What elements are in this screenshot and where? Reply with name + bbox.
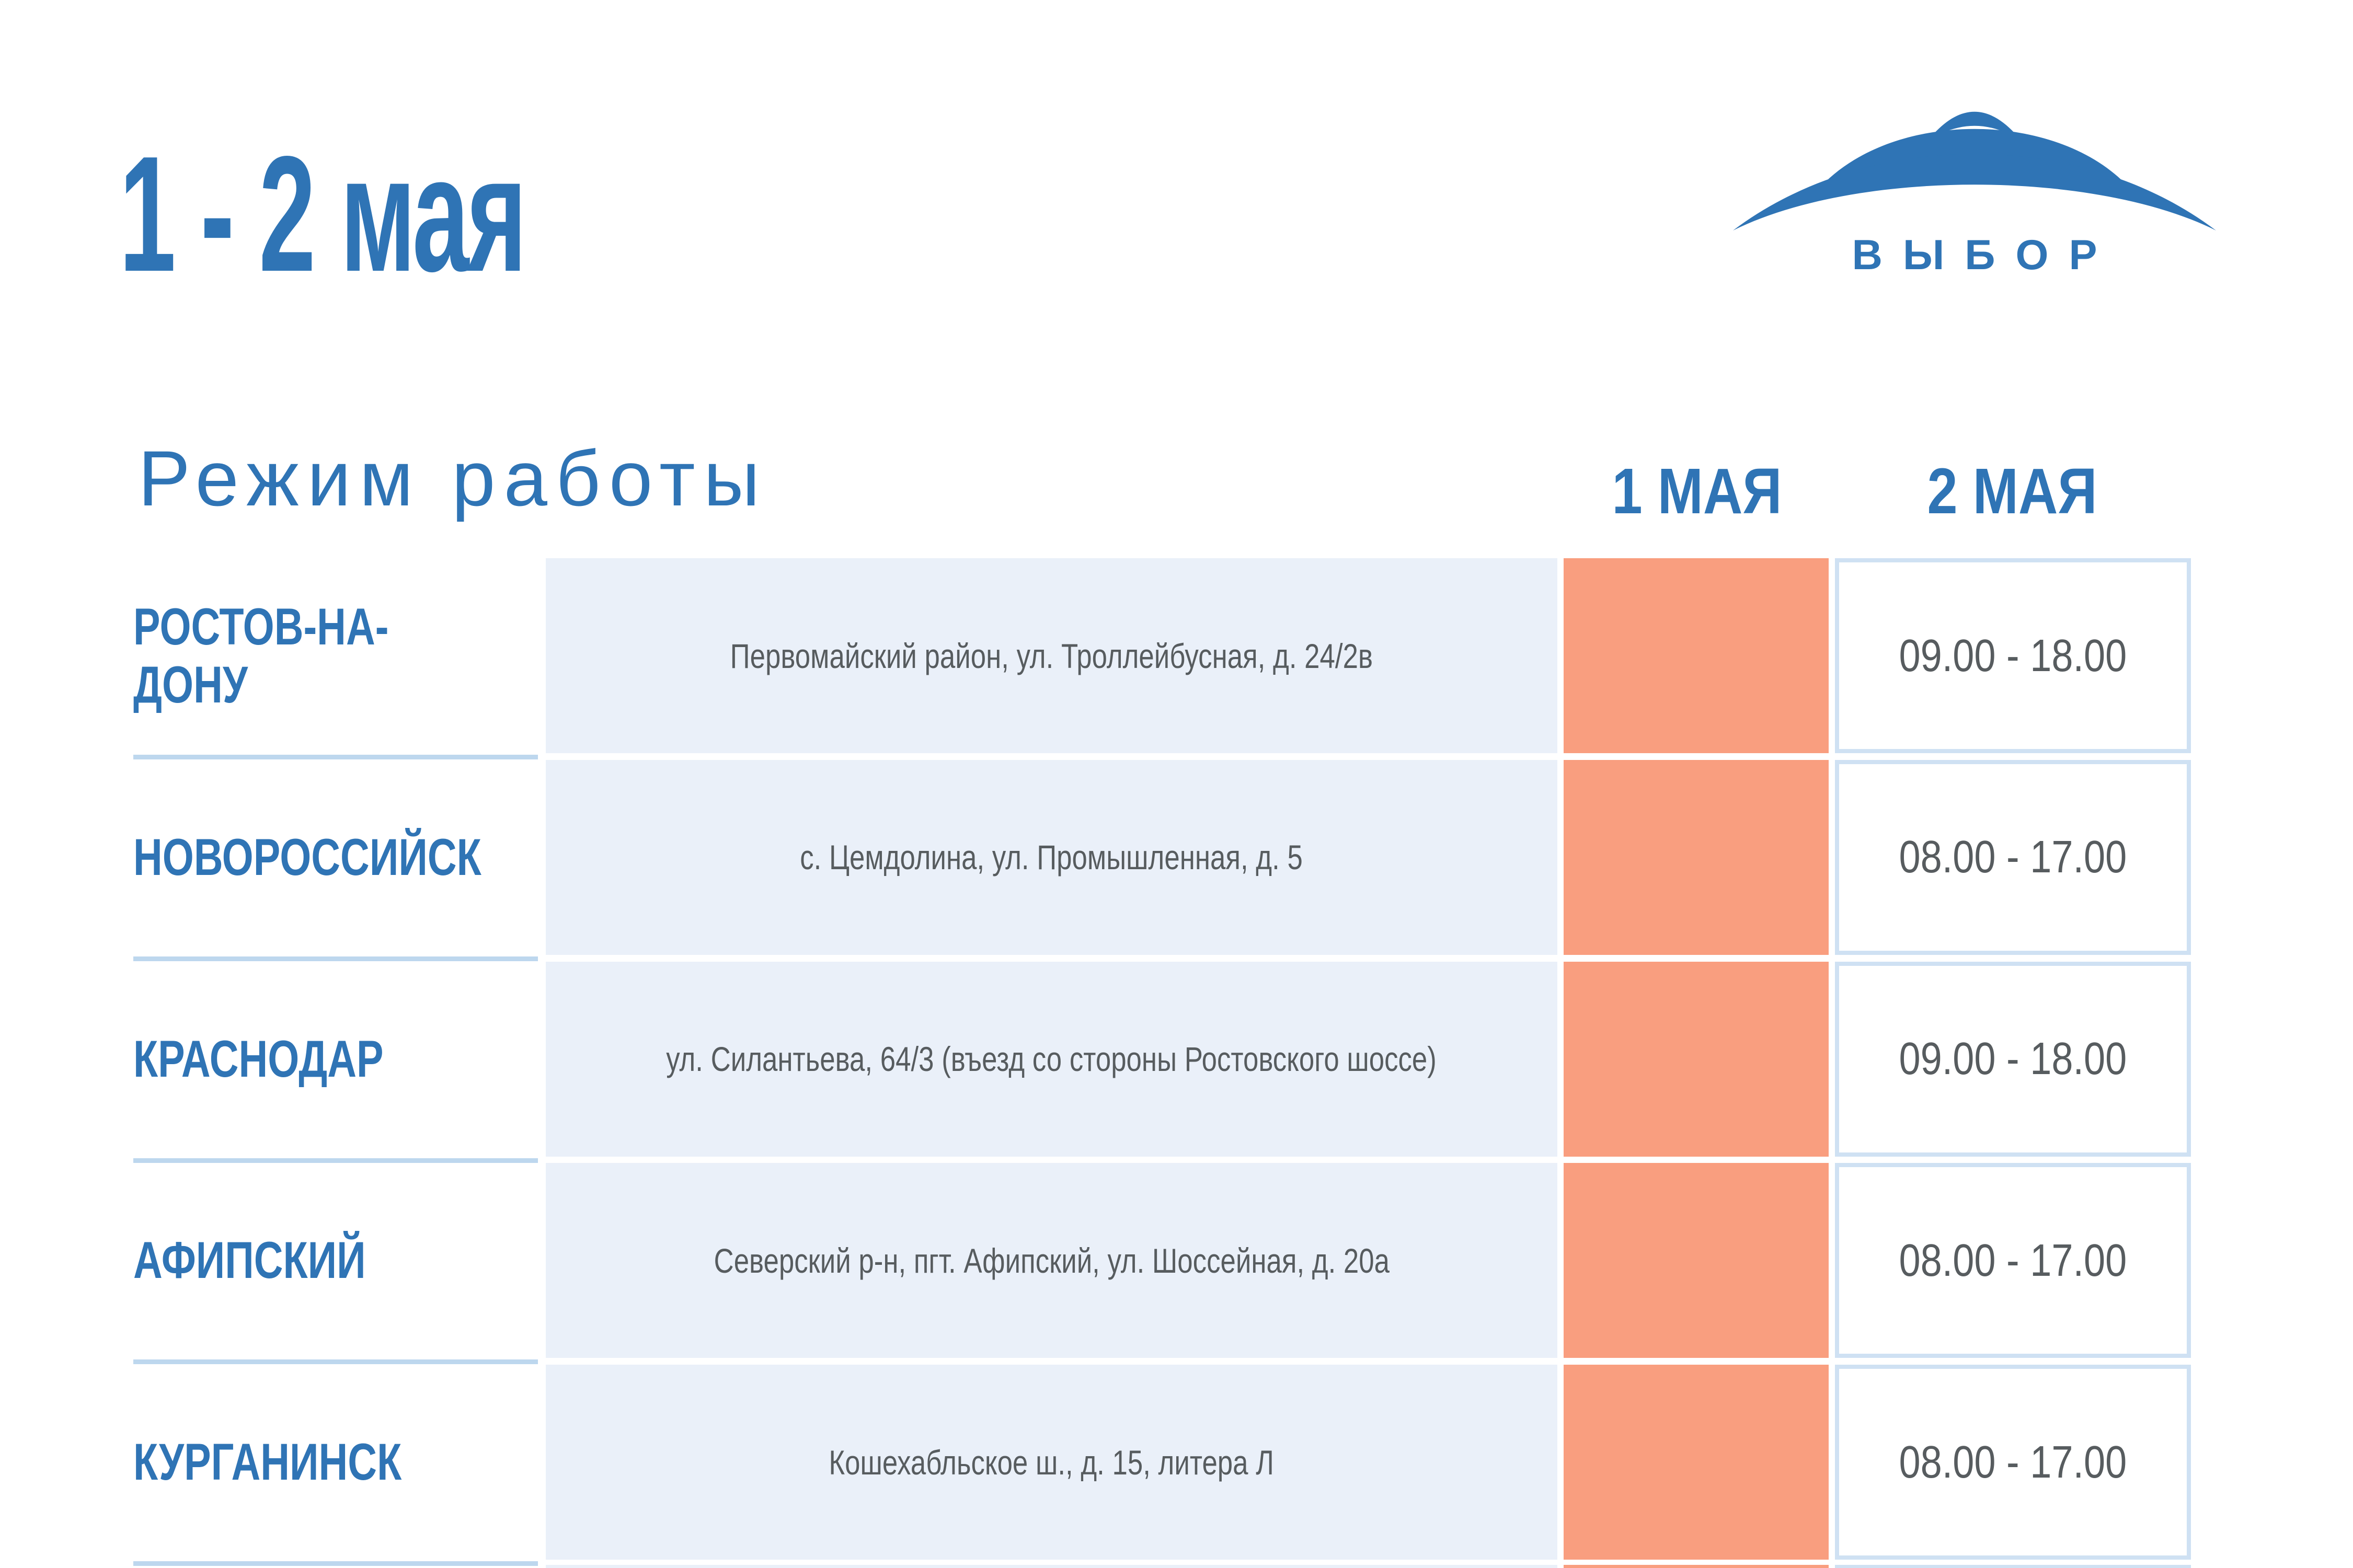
column-header-may1: 1 МАЯ	[1612, 456, 1782, 527]
row-divider	[133, 1359, 538, 1365]
address-text: ул. Силантьева, 64/3 (въезд со стороны Р…	[666, 1040, 1437, 1079]
address-text: Кошехабльское ш., д. 15, литера Л	[829, 1443, 1275, 1482]
column-header-may2: 2 МАЯ	[1927, 456, 2097, 527]
city-label: АФИПСКИЙ	[133, 1231, 366, 1289]
address-cell: Кошехабльское ш., д. 15, литера Л	[546, 1365, 1557, 1560]
logo: ВЫБОР	[1730, 100, 2219, 276]
city-label: РОСТОВ-НА-ДОНУ	[133, 597, 389, 713]
may1-closed-cell	[1564, 961, 1829, 1157]
table-row: АФИПСКИЙ Северский р-н, пгт. Афипский, у…	[0, 1163, 2353, 1365]
may2-hours-cell: 08.00 - 17.00	[1835, 1365, 2191, 1560]
city-cell: АФИПСКИЙ	[133, 1163, 525, 1358]
table-row: КУРГАНИНСК Кошехабльское ш., д. 15, лите…	[0, 1365, 2353, 1566]
may1-closed-cell	[1564, 1365, 1829, 1560]
hours-text: 08.00 - 17.00	[1899, 832, 2127, 883]
may1-closed-cell	[1564, 558, 1829, 753]
row-divider	[133, 956, 538, 961]
city-cell: КУРГАНИНСК	[133, 1365, 525, 1560]
hours-text: 09.00 - 18.00	[1899, 1033, 2127, 1085]
may2-hours-cell: 09.00 - 18.00	[1835, 558, 2191, 753]
may1-closed-cell	[1564, 759, 1829, 955]
may2-hours-cell: 08.00 - 17.00	[1835, 759, 2191, 955]
section-title: Режим работы	[138, 434, 768, 522]
address-text: Первомайский район, ул. Троллейбусная, д…	[730, 636, 1373, 675]
address-cell: Первомайский район, ул. Троллейбусная, д…	[546, 558, 1557, 753]
address-text: с. Цемдолина, ул. Промышленная, д. 5	[800, 838, 1303, 877]
city-label: НОВОРОССИЙСК	[133, 827, 481, 886]
partial-row-hours-cell	[1835, 1565, 2191, 1568]
city-label: КУРГАНИНСК	[133, 1433, 402, 1491]
may2-hours-cell: 08.00 - 17.00	[1835, 1163, 2191, 1358]
city-cell: КРАСНОДАР	[133, 962, 525, 1157]
address-cell: ул. Силантьева, 64/3 (въезд со стороны Р…	[546, 961, 1557, 1157]
table-row: РОСТОВ-НА-ДОНУ Первомайский район, ул. Т…	[0, 558, 2353, 759]
row-divider	[133, 755, 538, 759]
table-row: НОВОРОССИЙСК с. Цемдолина, ул. Промышлен…	[0, 759, 2353, 961]
table-row: КРАСНОДАР ул. Силантьева, 64/3 (въезд со…	[0, 961, 2353, 1163]
may1-closed-cell	[1564, 1163, 1829, 1358]
may2-hours-cell: 09.00 - 18.00	[1835, 961, 2191, 1157]
row-divider	[133, 1561, 538, 1566]
logo-wordmark: ВЫБОР	[1852, 232, 2118, 279]
address-text: Северский р-н, пгт. Афипский, ул. Шоссей…	[714, 1241, 1390, 1280]
address-cell: с. Цемдолина, ул. Промышленная, д. 5	[546, 759, 1557, 955]
hours-text: 08.00 - 17.00	[1899, 1436, 2127, 1488]
hours-text: 08.00 - 17.00	[1899, 1235, 2127, 1286]
logo-arcs-icon	[1733, 111, 2216, 230]
city-cell: НОВОРОССИЙСК	[133, 760, 525, 955]
page-title: 1 - 2 мая	[119, 122, 527, 306]
city-cell: РОСТОВ-НА-ДОНУ	[133, 558, 525, 753]
row-divider	[133, 1158, 538, 1163]
hours-text: 09.00 - 18.00	[1899, 630, 2127, 681]
address-cell: Северский р-н, пгт. Афипский, ул. Шоссей…	[546, 1163, 1557, 1358]
city-label: КРАСНОДАР	[133, 1029, 384, 1088]
partial-row-closed-cell	[1564, 1565, 1829, 1568]
partial-row-address-cell	[546, 1565, 1557, 1568]
